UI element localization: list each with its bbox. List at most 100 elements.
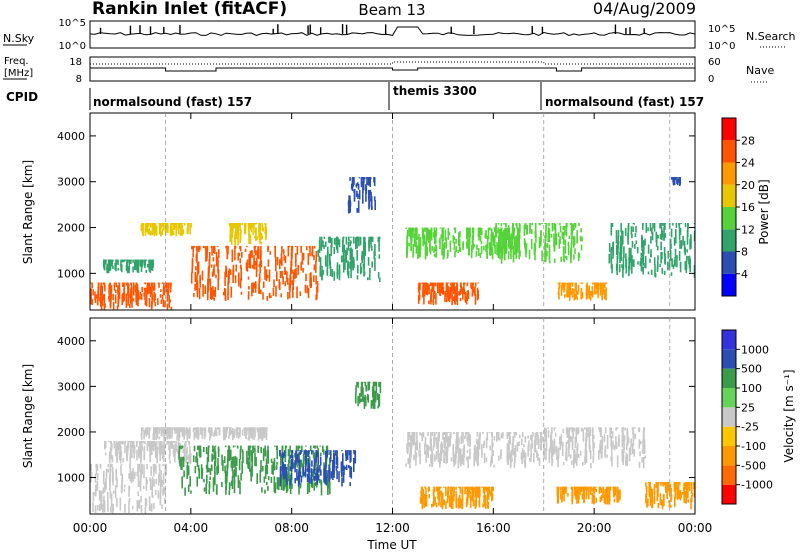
scatter-cell (186, 461, 189, 465)
scatter-cell (150, 302, 153, 310)
scatter-cell (231, 475, 234, 490)
scatter-cell (668, 499, 670, 503)
scatter-cell (332, 470, 334, 480)
scatter-cell (683, 240, 686, 253)
scatter-cell (450, 488, 453, 501)
scatter-cell (151, 294, 154, 301)
scatter-cell (617, 241, 619, 255)
scatter-cell (189, 446, 191, 454)
scatter-cell (653, 223, 656, 232)
scatter-cell (454, 300, 456, 304)
scatter-cell (455, 499, 458, 508)
scatter-cell (424, 285, 426, 293)
scatter-cell (435, 245, 438, 256)
scatter-cell (155, 432, 158, 440)
scatter-cell (285, 467, 288, 482)
scatter-cell (428, 228, 430, 243)
scatter-cell (377, 236, 380, 243)
scatter-cell (641, 243, 644, 248)
scatter-cell (148, 228, 151, 235)
scatter-cell (107, 492, 109, 502)
scatter-cell (457, 444, 459, 453)
scatter-cell (608, 489, 611, 502)
scatter-cell (237, 432, 240, 439)
colorbar-swatch (722, 446, 736, 466)
scatter-cell (503, 223, 505, 225)
scatter-cell (373, 196, 376, 201)
scatter-cell (139, 295, 141, 300)
freq-tick-top: 18 (69, 57, 82, 68)
scatter-cell (593, 434, 595, 440)
scatter-cell (557, 486, 560, 494)
scatter-cell (270, 458, 273, 464)
scatter-cell (250, 468, 252, 476)
scatter-cell (232, 269, 234, 283)
scatter-cell (187, 484, 190, 492)
scatter-cell (478, 230, 480, 241)
scatter-cell (316, 473, 319, 478)
scatter-cell (537, 453, 539, 461)
scatter-cell (610, 435, 612, 447)
scatter-cell (627, 235, 629, 240)
scatter-cell (201, 431, 204, 439)
scatter-cell (650, 236, 652, 244)
scatter-cell (267, 445, 269, 451)
scatter-cell (437, 282, 439, 294)
scatter-cell (456, 285, 458, 298)
scatter-cell (349, 248, 352, 261)
scatter-cell (644, 238, 646, 246)
scatter-cell (198, 427, 200, 436)
scatter-cell (230, 480, 233, 486)
scatter-cell (509, 236, 512, 243)
scatter-cell (111, 507, 114, 514)
scatter-cell (570, 242, 573, 251)
scatter-cell (440, 441, 443, 447)
scatter-cell (604, 489, 606, 505)
scatter-cell (314, 469, 316, 474)
scatter-cell (260, 260, 263, 268)
scatter-cell (573, 449, 575, 465)
scatter-cell (431, 450, 433, 464)
colorbar-swatch (722, 484, 736, 504)
scatter-cell (412, 244, 415, 255)
scatter-cell (443, 437, 445, 449)
scatter-cell (471, 242, 474, 247)
scatter-cell (446, 284, 449, 298)
scatter-cell (679, 262, 682, 269)
scatter-cell (307, 457, 310, 470)
scatter-cell (476, 452, 479, 465)
scatter-cell (630, 247, 632, 262)
scatter-cell (634, 233, 637, 238)
scatter-cell (127, 282, 129, 296)
scatter-cell (633, 223, 635, 225)
scatter-cell (359, 262, 362, 275)
scatter-cell (328, 452, 330, 455)
scatter-cell (165, 282, 167, 293)
scatter-cell (622, 257, 625, 270)
scatter-cell (597, 282, 599, 291)
scatter-cell (554, 432, 557, 437)
scatter-cell (630, 226, 633, 235)
scatter-cell (146, 479, 148, 485)
scatter-cell (249, 461, 251, 472)
scatter-cell (369, 381, 371, 383)
scatter-cell (439, 282, 442, 286)
scatter-cell (366, 177, 368, 185)
scatter-cell (209, 476, 211, 480)
scatter-cell (364, 381, 367, 387)
scatter-cell (117, 296, 119, 308)
scatter-cell (214, 461, 216, 474)
scatter-cell (217, 464, 220, 474)
scatter-cell (344, 249, 346, 261)
scatter-cell (592, 455, 595, 463)
scatter-cell (600, 427, 602, 436)
scatter-cell (176, 448, 179, 454)
scatter-cell (313, 255, 315, 261)
scatter-cell (416, 432, 418, 443)
scatter-cell (574, 283, 577, 292)
scatter-cell (236, 428, 238, 438)
scatter-cell (109, 463, 112, 470)
scatter-cell (150, 282, 153, 286)
scatter-cell (495, 223, 498, 238)
scatter-cell (161, 223, 164, 225)
